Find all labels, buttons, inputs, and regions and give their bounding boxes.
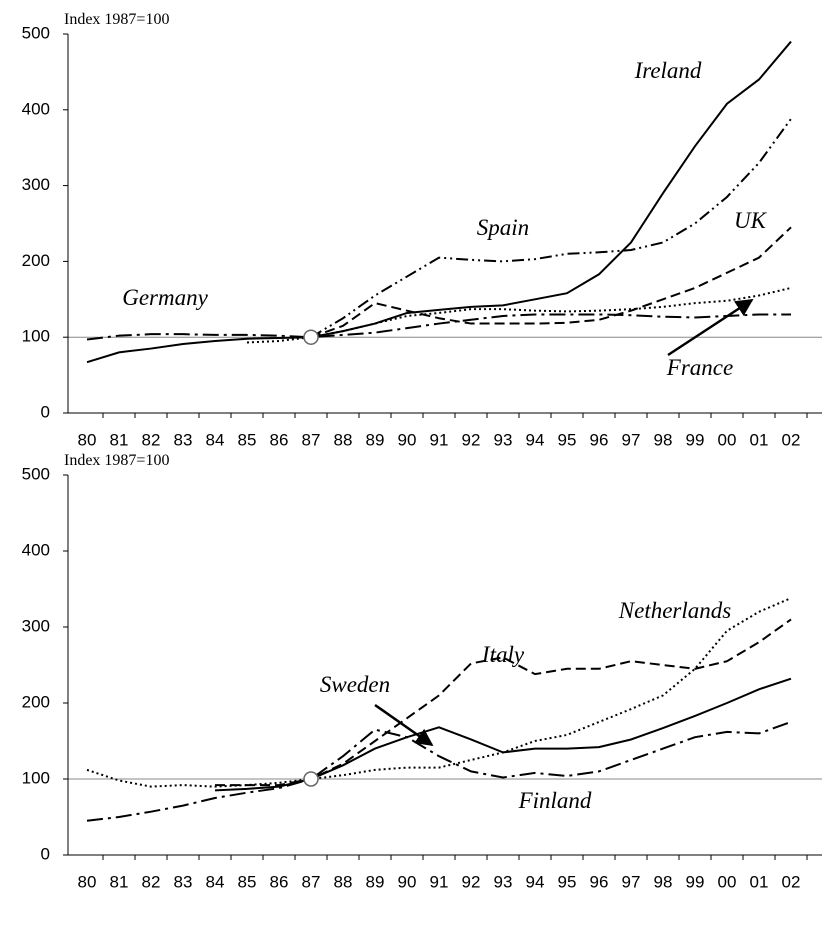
- x-tick-label: 87: [302, 430, 321, 449]
- y-axis-label: Index 1987=100: [64, 452, 169, 469]
- base-marker: [303, 771, 319, 787]
- x-tick-label: 00: [718, 872, 737, 891]
- x-tick-label: 00: [718, 430, 737, 449]
- series-label: Germany: [122, 285, 208, 310]
- x-tick-label: 94: [526, 430, 545, 449]
- x-tick-label: 92: [462, 872, 481, 891]
- series-line: [246, 286, 792, 344]
- x-tick-label: 96: [590, 430, 609, 449]
- series-label: Spain: [477, 215, 529, 240]
- series-line: [86, 313, 791, 341]
- x-tick-label: 01: [750, 872, 769, 891]
- x-tick-label: 80: [78, 430, 97, 449]
- y-tick-label: 300: [22, 616, 50, 635]
- x-tick-label: 86: [270, 872, 289, 891]
- series-label: Italy: [481, 642, 525, 667]
- x-tick-label: 92: [462, 430, 481, 449]
- x-tick-label: 02: [782, 430, 801, 449]
- series-line: [86, 721, 792, 822]
- x-tick-label: 88: [334, 872, 353, 891]
- x-tick-label: 01: [750, 430, 769, 449]
- x-tick-label: 81: [110, 430, 129, 449]
- x-tick-label: 02: [782, 872, 801, 891]
- y-tick-label: 300: [22, 175, 50, 194]
- x-tick-label: 86: [270, 430, 289, 449]
- x-tick-label: 84: [206, 872, 225, 891]
- series-label: Netherlands: [618, 598, 731, 623]
- y-tick-label: 500: [22, 464, 50, 483]
- x-tick-label: 82: [142, 872, 161, 891]
- series-label: Sweden: [320, 672, 390, 697]
- x-tick-label: 90: [398, 872, 417, 891]
- x-tick-label: 95: [558, 872, 577, 891]
- x-tick-label: 90: [398, 430, 417, 449]
- y-tick-label: 400: [22, 99, 50, 118]
- series-line: [86, 40, 792, 364]
- x-tick-label: 89: [366, 872, 385, 891]
- y-tick-label: 400: [22, 540, 50, 559]
- x-tick-label: 91: [430, 430, 449, 449]
- y-tick-label: 0: [41, 844, 50, 863]
- x-tick-label: 96: [590, 872, 609, 891]
- x-tick-label: 99: [686, 872, 705, 891]
- x-tick-label: 87: [302, 872, 321, 891]
- x-tick-label: 82: [142, 430, 161, 449]
- y-axis-label: Index 1987=100: [64, 11, 169, 28]
- series-line: [86, 597, 792, 788]
- arrow: [374, 703, 434, 747]
- series-line: [310, 118, 792, 339]
- y-tick-label: 200: [22, 251, 50, 270]
- arrow: [667, 298, 754, 357]
- y-tick-label: 100: [22, 327, 50, 346]
- x-tick-label: 97: [622, 872, 641, 891]
- x-tick-label: 99: [686, 430, 705, 449]
- x-tick-label: 81: [110, 872, 129, 891]
- y-tick-label: 100: [22, 768, 50, 787]
- x-tick-label: 97: [622, 430, 641, 449]
- series-label: Finland: [518, 788, 592, 813]
- series-label: France: [666, 355, 733, 380]
- series-label: UK: [734, 208, 768, 233]
- x-tick-label: 89: [366, 430, 385, 449]
- x-tick-label: 83: [174, 872, 193, 891]
- x-tick-label: 98: [654, 872, 673, 891]
- x-tick-label: 84: [206, 430, 225, 449]
- x-tick-label: 88: [334, 430, 353, 449]
- x-tick-label: 94: [526, 872, 545, 891]
- x-tick-label: 85: [238, 430, 257, 449]
- x-tick-label: 95: [558, 430, 577, 449]
- y-tick-label: 200: [22, 692, 50, 711]
- x-tick-label: 80: [78, 872, 97, 891]
- y-tick-label: 0: [41, 402, 50, 421]
- x-tick-label: 85: [238, 872, 257, 891]
- x-tick-label: 93: [494, 430, 513, 449]
- x-tick-label: 98: [654, 430, 673, 449]
- y-tick-label: 500: [22, 23, 50, 42]
- base-marker: [303, 329, 319, 345]
- x-tick-label: 83: [174, 430, 193, 449]
- series-line: [214, 677, 792, 792]
- x-tick-label: 93: [494, 872, 513, 891]
- series-label: Ireland: [634, 58, 702, 83]
- x-tick-label: 91: [430, 872, 449, 891]
